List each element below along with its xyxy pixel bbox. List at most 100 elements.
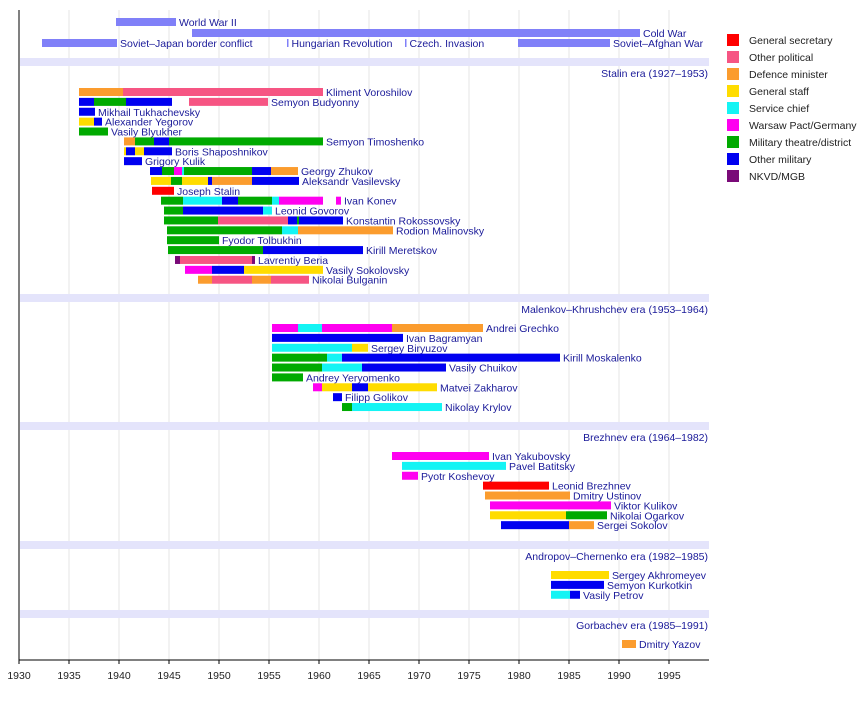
person-row: Vasily Blyukher (79, 127, 183, 139)
person-label: Rodion Malinovsky (396, 225, 485, 237)
era-band (20, 610, 709, 618)
role-segment-om (154, 137, 169, 146)
person-row: Mikhail Tukhachevsky (79, 107, 201, 119)
person-label: Ivan Konev (344, 196, 397, 208)
person-row: Rodion Malinovsky (167, 225, 485, 237)
role-segment-mt (164, 206, 183, 215)
legend-item: Other military (727, 153, 812, 166)
legend-item: Military theatre/district (727, 136, 851, 149)
person-label: Semyon Kurkotkin (607, 580, 692, 592)
legend-swatch (727, 153, 739, 165)
role-segment-dm (252, 275, 271, 284)
event-bar (192, 29, 640, 37)
tick-label: 1940 (107, 670, 131, 682)
person-label: Vasily Sokolovsky (326, 265, 410, 277)
role-segment-op (271, 275, 309, 284)
role-segment-sc (183, 196, 222, 205)
role-segment-dm (198, 275, 212, 284)
tick-label: 1960 (307, 670, 331, 682)
legend-swatch (727, 119, 739, 131)
person-label: Grigory Kulik (145, 156, 206, 168)
person-row: Nikolai Bulganin (198, 275, 387, 287)
role-segment-wp (322, 324, 392, 332)
role-segment-st (135, 147, 144, 156)
role-segment-om (342, 353, 560, 362)
person-label: Leonid Govorov (275, 206, 350, 218)
role-segment-wp (174, 167, 182, 176)
tick-label: 1995 (657, 670, 681, 682)
role-segment-mt (168, 246, 263, 255)
role-segment-om (124, 157, 142, 166)
role-segment-om (352, 383, 368, 392)
event-bar (287, 39, 289, 47)
tick-label: 1990 (607, 670, 631, 682)
era-label: Andropov–Chernenko era (1982–1985) (525, 551, 708, 563)
person-label: Dmitry Ustinov (573, 491, 642, 503)
role-segment-sc (263, 206, 272, 215)
role-segment-sc (182, 167, 184, 176)
role-segment-dm (392, 324, 483, 332)
role-segment-om (333, 393, 342, 402)
era-section: Gorbachev era (1985–1991) Dmitry Yazov (20, 610, 709, 651)
person-label: Nikolai Bulganin (312, 275, 387, 287)
person-row: Dmitry Yazov (622, 639, 701, 651)
person-row: Sergey Akhromeyev (551, 570, 707, 582)
role-segment-om (144, 147, 172, 156)
person-row: Semyon Kurkotkin (551, 580, 692, 592)
role-segment-st (322, 383, 352, 392)
role-segment-wp (336, 196, 341, 205)
era-label: Malenkov–Khrushchev era (1953–1964) (521, 304, 708, 316)
role-segment-om (288, 216, 297, 225)
person-row: Andrey Yeryomenko (272, 372, 400, 384)
role-segment-sc (551, 590, 570, 599)
person-label: Kliment Voroshilov (326, 87, 413, 99)
person-row: Kliment Voroshilov (79, 87, 413, 99)
legend-swatch (727, 68, 739, 80)
person-label: Vasily Blyukher (111, 127, 183, 139)
role-segment-sc (322, 363, 362, 372)
event-label: Soviet–Japan border conflict (120, 38, 253, 50)
eras-group: Stalin era (1927–1953) Kliment Voroshilov… (20, 58, 709, 651)
event-label: Soviet–Afghan War (613, 38, 704, 50)
tick-label: 1985 (557, 670, 581, 682)
role-segment-om (94, 117, 102, 126)
role-segment-om (79, 107, 95, 116)
role-segment-st (490, 511, 566, 520)
person-label: Dmitry Yazov (639, 639, 701, 651)
role-segment-mt (169, 137, 323, 146)
role-segment-mt (161, 196, 183, 205)
role-segment-om (126, 97, 172, 106)
role-segment-mt (94, 97, 126, 106)
era-band (20, 58, 709, 66)
person-label: Sergey Akhromeyev (612, 570, 707, 582)
person-row: Boris Shaposhnikov (124, 146, 269, 158)
era-section: Andropov–Chernenko era (1982–1985) Sergey… (20, 541, 709, 602)
event-bar (405, 39, 407, 47)
event-label: Hungarian Revolution (292, 38, 393, 50)
events-group: World War II Cold War Soviet–Japan border … (42, 17, 704, 50)
person-row: Ivan Konev (161, 196, 397, 208)
legend-item: Warsaw Pact/Germany (727, 119, 857, 132)
person-label: Leonid Brezhnev (552, 481, 632, 493)
person-row: Konstantin Rokossovsky (164, 215, 461, 227)
person-row: Joseph Stalin (152, 186, 240, 198)
person-row: Fyodor Tolbukhin (167, 235, 302, 247)
era-label: Gorbachev era (1985–1991) (576, 620, 708, 632)
person-row: Aleksandr Vasilevsky (151, 176, 401, 188)
role-segment-dm (569, 521, 594, 530)
role-segment-sc (327, 353, 342, 362)
person-row: Dmitry Ustinov (485, 491, 642, 503)
person-row: Andrei Grechko (272, 323, 559, 335)
role-segment-dm (212, 176, 252, 185)
person-label: Semyon Budyonny (271, 97, 360, 109)
role-segment-st (244, 265, 323, 274)
person-label: Fyodor Tolbukhin (222, 235, 302, 247)
role-segment-dm (622, 640, 636, 648)
event-label: Czech. Invasion (410, 38, 485, 50)
person-row: Kirill Meretskov (168, 245, 438, 257)
era-band (20, 541, 709, 549)
role-segment-om (263, 246, 363, 255)
role-segment-om (208, 176, 212, 185)
role-segment-mt (162, 167, 174, 176)
tick-label: 1955 (257, 670, 281, 682)
